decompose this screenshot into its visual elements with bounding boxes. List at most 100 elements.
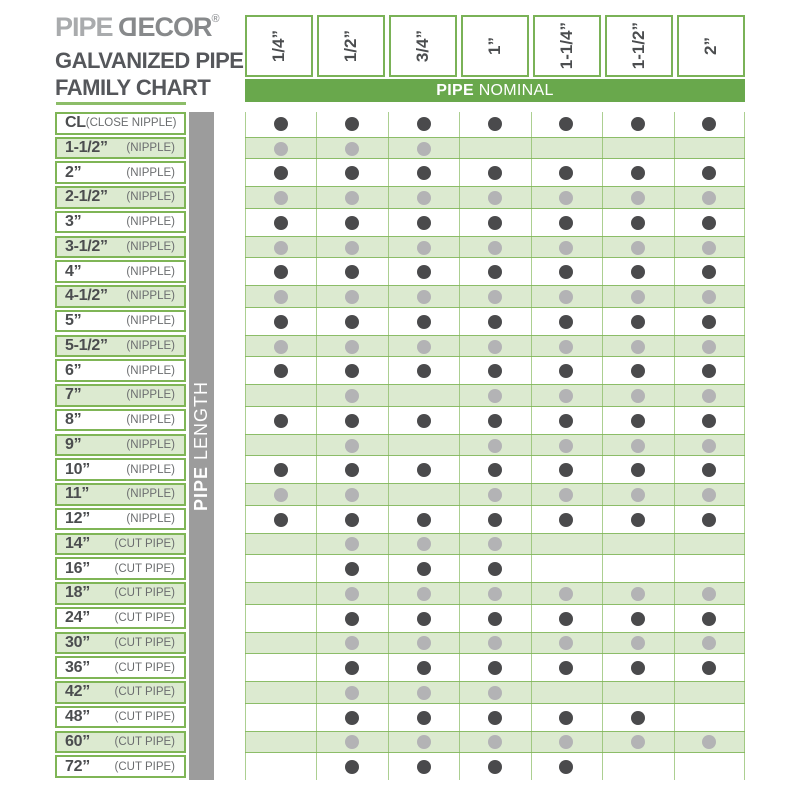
availability-dot [416,611,431,626]
column-header-label: 1” [485,37,504,55]
availability-dot [273,364,288,379]
availability-dot [416,240,431,255]
row-label: CL (CLOSE NIPPLE) [55,112,186,135]
row-label: 4-1/2” (NIPPLE) [55,285,186,308]
availability-dot [488,364,502,379]
availability-dot [630,661,645,676]
availability-dot [559,339,574,354]
row-label-kind: (CLOSE NIPPLE) [85,117,177,130]
availability-dot [702,339,717,354]
row-label-size: 14” [65,534,90,552]
availability-dot [273,240,288,255]
row-labels: CL (CLOSE NIPPLE) 1-1/2” (NIPPLE) 2” (NIPPLE)… [55,112,186,780]
row-label-kind: (CUT PIPE) [114,711,176,724]
row-label-size: 2-1/2” [65,188,108,206]
row-label-kind: (CUT PIPE) [114,760,176,773]
availability-dot [559,611,574,626]
row-label-kind: (CUT PIPE) [114,686,176,699]
column-header-cell: 2” [677,15,745,77]
availability-dot [488,463,502,478]
column-header-label: 2” [701,37,720,55]
chart-title: GALVANIZED PIPE FAMILY CHART [55,48,244,102]
availability-dot [345,141,360,156]
row-label: 7” (NIPPLE) [55,384,186,407]
row-label-kind: (NIPPLE) [126,290,175,303]
availability-dot [488,611,502,626]
brand-word-decor: DECOR [119,12,213,42]
row-label: 14” (CUT PIPE) [55,532,186,556]
pipe-length-axis-label: PIPE LENGTH [191,381,212,511]
availability-dot [273,265,288,280]
availability-dot [273,487,288,502]
row-label-kind: (NIPPLE) [126,389,175,402]
availability-dot [559,116,574,131]
availability-dot [345,389,360,404]
availability-dot [273,339,288,354]
availability-dot [630,438,645,453]
row-label-kind: (NIPPLE) [126,339,175,352]
availability-dot [345,636,360,651]
row-label-kind: (CUT PIPE) [114,537,176,550]
row-label-size: 72” [65,757,90,775]
pipe-nominal-axis-rest: NOMINAL [473,81,554,99]
row-label-kind: (NIPPLE) [126,315,175,328]
availability-dot [702,364,717,379]
availability-dot [345,562,360,577]
availability-dot [488,215,502,230]
row-label: 48” (CUT PIPE) [55,705,186,729]
availability-dot [559,586,574,601]
availability-dot [488,265,502,280]
availability-dot [630,487,645,502]
availability-dot [273,166,288,181]
availability-dot [488,290,502,305]
availability-dot [416,215,431,230]
row-label-size: 9” [65,435,82,453]
availability-dot [416,586,431,601]
row-label-size: 3” [65,213,82,231]
brand-wordmark: PIPE DECOR® [55,12,243,42]
row-label-kind: (NIPPLE) [126,240,175,253]
availability-dot [273,116,288,131]
row-label: 12” (NIPPLE) [55,507,186,531]
column-header-label: 1-1/2” [629,22,648,70]
availability-dot [630,389,645,404]
row-label: 5-1/2” (NIPPLE) [55,334,186,358]
availability-dot [416,636,431,651]
availability-dot [345,166,360,181]
availability-dot [345,661,360,676]
pipe-nominal-axis-bar: PIPE NOMINAL [245,79,745,102]
row-band [245,136,745,160]
row-label: 60” (CUT PIPE) [55,730,186,754]
availability-dot [630,735,645,750]
row-label-size: 11” [65,485,90,503]
availability-dot [559,240,574,255]
availability-dot [488,191,502,206]
row-label-kind: (NIPPLE) [126,513,175,526]
availability-dot [702,191,717,206]
availability-dot [345,413,360,428]
availability-dot [559,191,574,206]
row-label-size: 3-1/2” [65,237,108,255]
availability-dot [416,339,431,354]
availability-dot [488,636,502,651]
availability-dot [559,710,574,725]
availability-dot [416,463,431,478]
availability-dot [273,413,288,428]
availability-dot [416,364,431,379]
availability-dot [416,141,431,156]
availability-dot [273,290,288,305]
pipe-length-axis-bar: PIPE LENGTH [189,112,214,780]
availability-dot [559,760,574,775]
row-label-size: 7” [65,386,82,404]
logo: PIPE DECOR® GALVANIZED PIPE FAMILY CHART [55,12,244,102]
row-label-kind: (NIPPLE) [126,414,175,427]
availability-dot [702,487,717,502]
row-label-kind: (NIPPLE) [126,191,175,204]
availability-dot [488,685,502,700]
availability-dot [630,265,645,280]
pipe-length-axis-rest: LENGTH [191,380,211,466]
availability-dot [559,413,574,428]
availability-dot [345,611,360,626]
availability-dot [559,661,574,676]
availability-dot [273,314,288,329]
